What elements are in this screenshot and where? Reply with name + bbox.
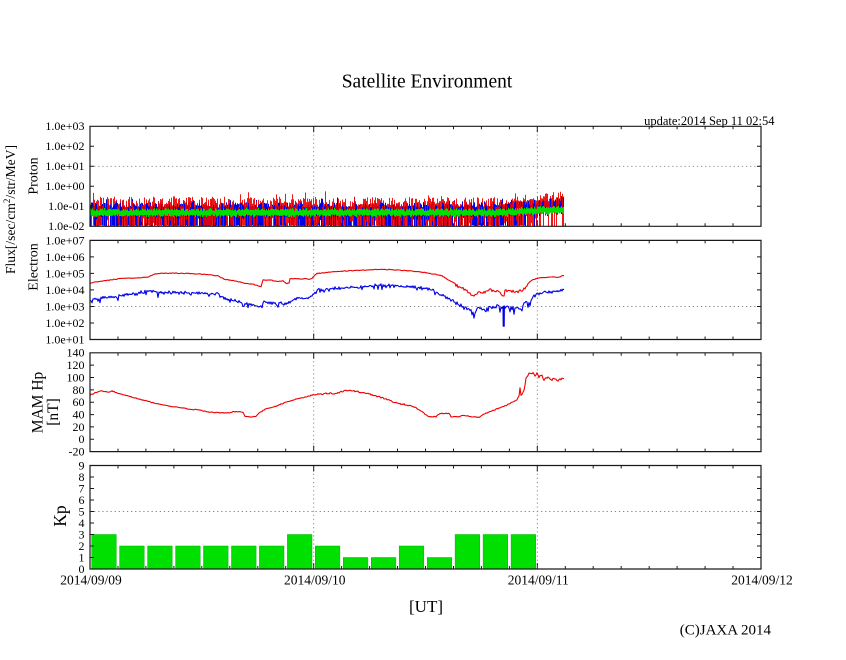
- svg-text:1.0e+06: 1.0e+06: [45, 250, 84, 264]
- svg-text:Proton: Proton: [27, 157, 42, 194]
- svg-text:(C)JAXA 2014: (C)JAXA 2014: [680, 623, 772, 639]
- svg-text:Electron: Electron: [27, 243, 42, 290]
- svg-text:-20: -20: [69, 445, 85, 459]
- svg-text:100: 100: [67, 370, 85, 384]
- svg-text:MAM Hp: MAM Hp: [30, 371, 47, 433]
- svg-text:1.0e+05: 1.0e+05: [45, 266, 84, 280]
- svg-text:8: 8: [79, 470, 85, 484]
- svg-text:80: 80: [73, 383, 85, 397]
- svg-text:120: 120: [67, 358, 85, 372]
- svg-text:1.0e+01: 1.0e+01: [45, 332, 84, 346]
- svg-text:1.0e-02: 1.0e-02: [48, 219, 84, 233]
- svg-text:1.0e+04: 1.0e+04: [45, 283, 84, 297]
- svg-text:1.0e+07: 1.0e+07: [45, 233, 84, 247]
- svg-text:0: 0: [79, 562, 85, 576]
- svg-text:2: 2: [79, 539, 85, 553]
- svg-text:1.0e+00: 1.0e+00: [45, 179, 84, 193]
- svg-text:7: 7: [79, 481, 85, 495]
- svg-text:1.0e+02: 1.0e+02: [45, 139, 84, 153]
- svg-text:1.0e+02: 1.0e+02: [45, 316, 84, 330]
- svg-text:20: 20: [73, 420, 85, 434]
- svg-text:1.0e+01: 1.0e+01: [45, 159, 84, 173]
- svg-text:update:2014 Sep 11 02:54: update:2014 Sep 11 02:54: [644, 114, 775, 128]
- svg-text:[UT]: [UT]: [409, 597, 443, 616]
- svg-text:6: 6: [79, 493, 85, 507]
- svg-text:2014/09/11: 2014/09/11: [508, 573, 569, 588]
- svg-text:1: 1: [79, 550, 85, 564]
- svg-text:1.0e-01: 1.0e-01: [48, 199, 84, 213]
- svg-text:60: 60: [73, 395, 85, 409]
- svg-text:2014/09/09: 2014/09/09: [60, 573, 122, 588]
- svg-text:9: 9: [79, 458, 85, 472]
- svg-text:1.0e+03: 1.0e+03: [45, 299, 84, 313]
- svg-text:Kp: Kp: [50, 505, 70, 527]
- svg-text:2014/09/12: 2014/09/12: [731, 573, 793, 588]
- svg-text:[nT]: [nT]: [45, 398, 62, 426]
- svg-text:4: 4: [79, 516, 85, 530]
- svg-text:Flux[/sec/cm2/str/MeV]: Flux[/sec/cm2/str/MeV]: [2, 145, 18, 274]
- svg-text:5: 5: [79, 504, 85, 518]
- svg-text:2014/09/10: 2014/09/10: [284, 573, 346, 588]
- svg-text:0: 0: [79, 432, 85, 446]
- svg-text:1.0e+03: 1.0e+03: [45, 119, 84, 133]
- svg-text:140: 140: [67, 346, 85, 360]
- svg-text:40: 40: [73, 407, 85, 421]
- svg-text:Satellite Environment: Satellite Environment: [342, 72, 513, 93]
- svg-text:3: 3: [79, 527, 85, 541]
